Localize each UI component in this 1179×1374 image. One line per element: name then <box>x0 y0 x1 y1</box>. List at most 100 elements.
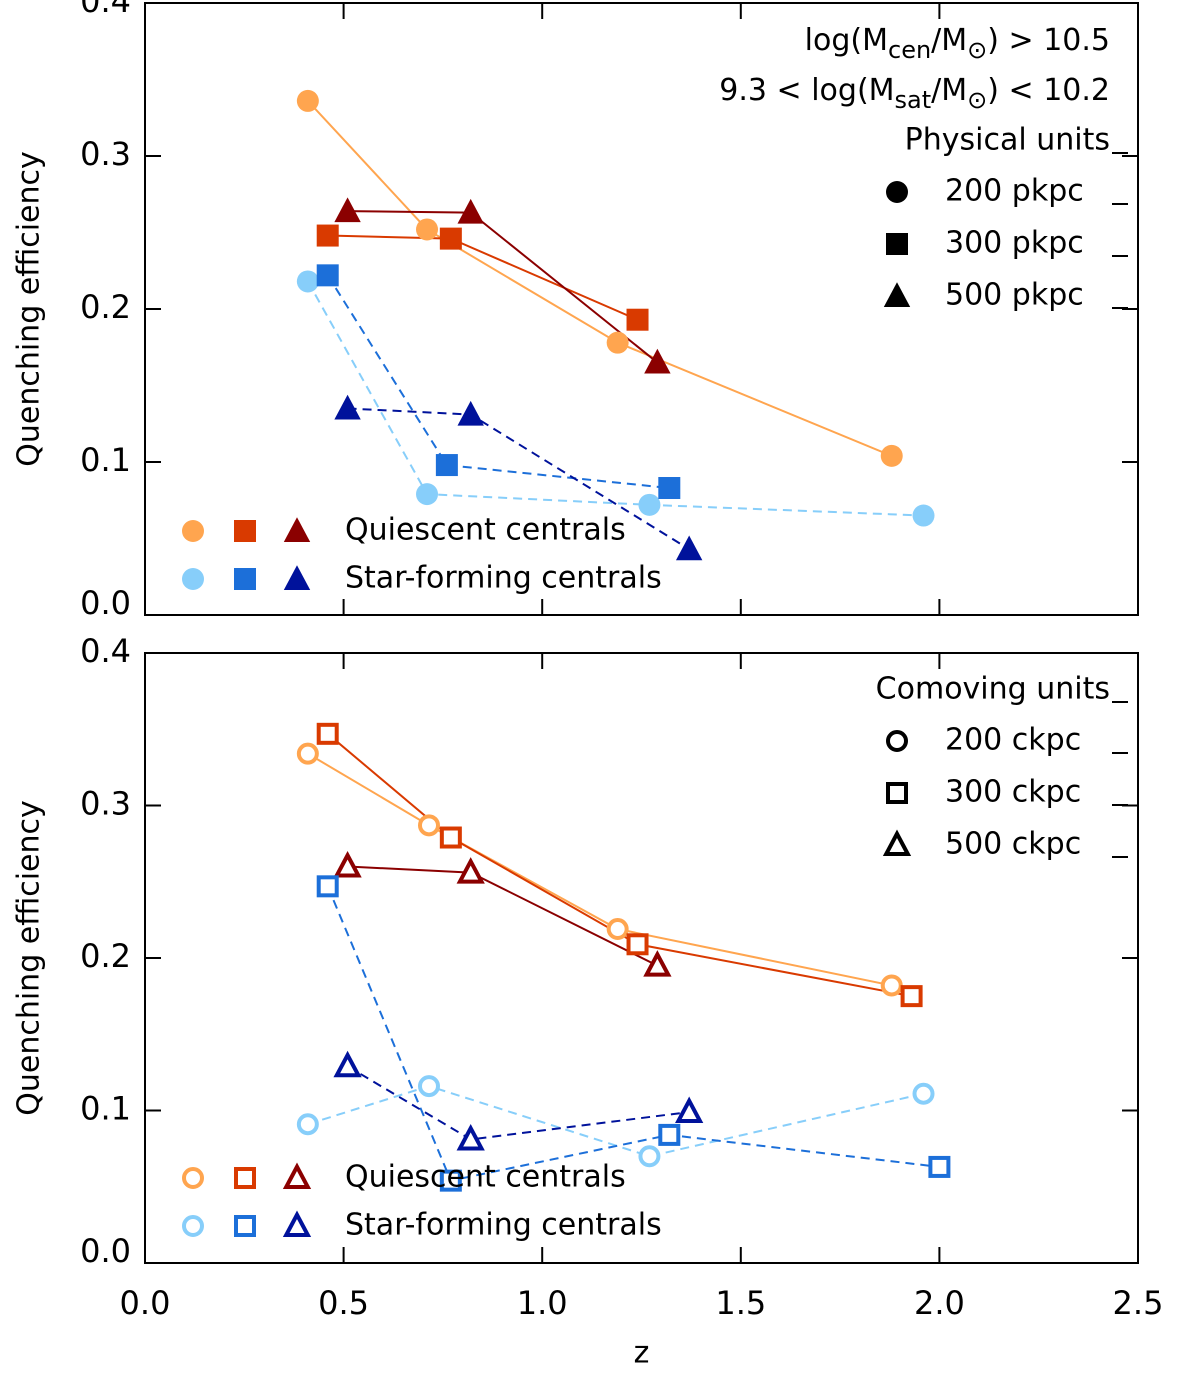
annotation-subscript: ⊙ <box>967 86 987 114</box>
series-line <box>347 865 658 967</box>
legend-marker <box>234 1167 256 1189</box>
data-point <box>626 308 649 331</box>
series-line <box>307 752 892 987</box>
data-point <box>658 477 681 500</box>
legend-marker <box>234 1215 256 1237</box>
data-point <box>880 974 903 997</box>
data-point <box>606 331 629 354</box>
legend-marker <box>883 282 911 307</box>
annotation-text: /M <box>931 73 967 108</box>
y-axis-label: Quenching efficiency <box>12 151 47 467</box>
data-point <box>316 875 339 898</box>
y-tick-label: 0.0 <box>80 1232 131 1270</box>
data-point <box>333 851 362 878</box>
annotation: log(Mcen/M⊙) > 10.5 <box>805 23 1110 65</box>
legend-marker <box>182 1167 204 1189</box>
data-point <box>658 1123 681 1146</box>
legend-label: 200 pkpc <box>945 174 1084 209</box>
annotation-subscript: cen <box>888 36 931 64</box>
data-point <box>675 1096 704 1124</box>
data-point <box>417 1075 440 1098</box>
data-point <box>643 950 672 977</box>
data-point <box>296 1113 319 1136</box>
legend-marker <box>283 565 311 590</box>
x-tick-label: 1.0 <box>517 1284 568 1322</box>
data-point <box>333 1050 362 1078</box>
legend-marker <box>882 829 912 856</box>
annotation-subscript: sat <box>895 86 932 114</box>
legend-marker <box>886 782 908 804</box>
data-point <box>457 400 484 426</box>
y-tick-label: 0.4 <box>80 632 131 670</box>
annotation-text: 9.3 < log(M <box>719 73 894 108</box>
series-line <box>306 280 924 517</box>
legend-marker <box>234 568 256 590</box>
data-point <box>644 348 671 374</box>
x-tick-label: 0.0 <box>120 1284 171 1322</box>
data-point <box>316 264 339 287</box>
data-point <box>456 857 485 884</box>
data-point <box>417 814 440 837</box>
legend-marker <box>886 233 908 255</box>
annotation-text: ) > 10.5 <box>987 23 1110 58</box>
legend-label: 300 pkpc <box>945 226 1084 261</box>
data-point <box>626 933 649 956</box>
data-point <box>316 224 339 247</box>
legend-label: Quiescent centrals <box>345 513 626 548</box>
series-line <box>347 1065 690 1141</box>
data-point <box>457 198 484 224</box>
annotation-text: ) < 10.2 <box>987 73 1110 108</box>
data-point <box>334 394 361 420</box>
series-line <box>327 234 638 321</box>
legend-title: Comoving units <box>876 672 1110 707</box>
legend-marker <box>886 730 908 752</box>
legend-label: Quiescent centrals <box>345 1160 626 1195</box>
legend-marker <box>182 1215 204 1237</box>
x-tick-label: 2.5 <box>1113 1284 1164 1322</box>
legend-label: 200 ckpc <box>945 723 1081 758</box>
annotation: 9.3 < log(Msat/M⊙) < 10.2 <box>719 73 1110 115</box>
annotation-text: log(M <box>805 23 888 58</box>
data-point <box>439 227 462 250</box>
data-point <box>675 535 703 561</box>
legend-title: Physical units <box>905 123 1110 158</box>
data-point <box>912 504 935 527</box>
y-tick-label: 0.1 <box>80 441 131 479</box>
annotation-text: /M <box>931 23 967 58</box>
data-point <box>296 89 319 112</box>
legend-marker <box>282 1162 312 1189</box>
data-point <box>912 1082 935 1105</box>
data-point <box>296 270 319 293</box>
data-point <box>416 483 439 506</box>
series-line <box>326 885 940 1182</box>
y-tick-label: 0.2 <box>80 937 131 975</box>
annotation-subscript: ⊙ <box>967 36 987 64</box>
legend-label: Star-forming centrals <box>345 561 662 596</box>
data-point <box>638 1145 661 1168</box>
legend-marker <box>886 181 908 203</box>
legend-marker <box>234 520 256 542</box>
legend-marker <box>182 520 204 542</box>
data-point <box>439 1169 462 1192</box>
y-tick-label: 0.4 <box>80 0 131 20</box>
data-point <box>435 454 458 477</box>
series-line <box>326 274 670 490</box>
data-point <box>900 985 923 1008</box>
data-point <box>416 218 439 241</box>
data-point <box>928 1155 951 1178</box>
data-point <box>456 1123 485 1151</box>
legend-marker <box>182 568 204 590</box>
x-tick-label: 0.5 <box>318 1284 369 1322</box>
data-point <box>334 197 361 223</box>
y-tick-label: 0.3 <box>80 135 131 173</box>
x-axis-label: z <box>634 1336 650 1371</box>
y-tick-label: 0.2 <box>80 288 131 326</box>
legend-label: 300 ckpc <box>945 775 1081 810</box>
legend-label: 500 pkpc <box>945 278 1084 313</box>
y-tick-label: 0.0 <box>80 584 131 622</box>
legend-label: Star-forming centrals <box>345 1208 662 1243</box>
series-line <box>327 733 912 998</box>
data-point <box>606 918 629 941</box>
legend-marker <box>283 517 311 542</box>
